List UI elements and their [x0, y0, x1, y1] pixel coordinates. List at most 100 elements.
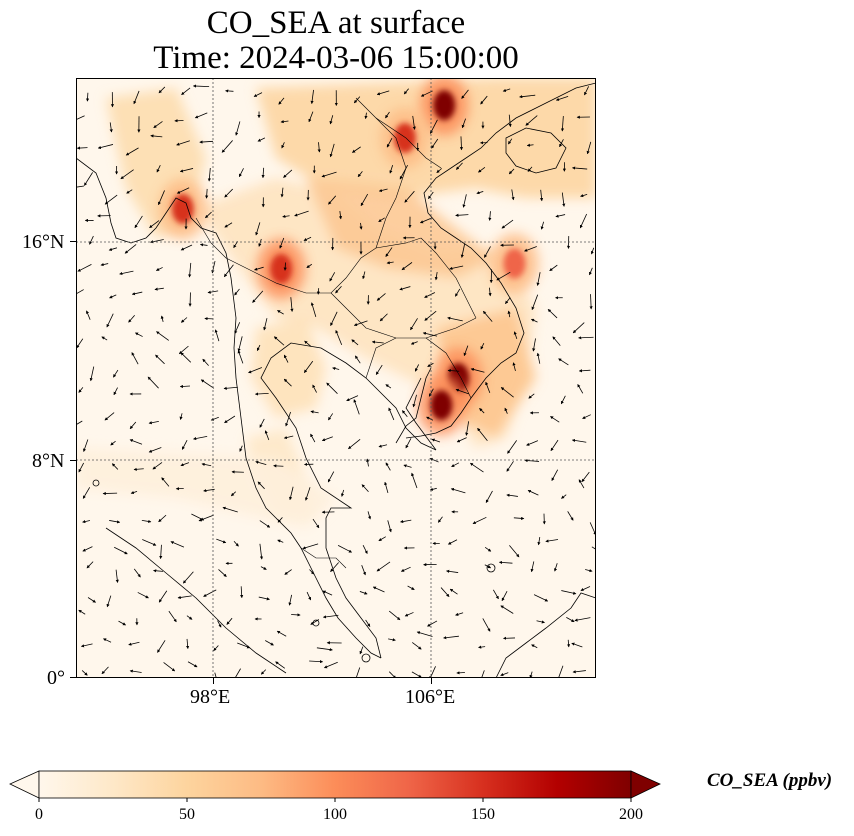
wind-arrow	[82, 546, 93, 552]
hotspot	[420, 78, 469, 136]
wind-arrow	[388, 407, 395, 421]
wind-arrow	[180, 244, 193, 251]
wind-arrow	[168, 610, 177, 623]
wind-arrow	[109, 122, 113, 133]
wind-arrow	[275, 661, 286, 669]
wind-arrow	[237, 642, 251, 649]
wind-arrow	[550, 439, 559, 452]
wind-arrow	[530, 318, 538, 323]
wind-arrow	[500, 672, 509, 677]
wind-arrow	[124, 244, 137, 254]
lat-label-8: 8°N	[32, 450, 65, 472]
wind-arrow	[400, 519, 412, 524]
wind-arrow	[463, 345, 469, 357]
wind-arrow	[588, 267, 593, 276]
map-frame	[76, 78, 596, 678]
wind-arrow	[362, 544, 368, 555]
wind-arrow	[405, 438, 412, 449]
wind-arrow	[198, 514, 214, 522]
wind-arrow	[186, 615, 193, 620]
wind-arrow	[476, 191, 484, 195]
wind-arrow	[589, 294, 593, 310]
wind-arrow	[437, 516, 443, 523]
wind-arrow	[283, 262, 287, 271]
wind-arrow	[237, 336, 243, 352]
wind-arrow	[308, 111, 314, 123]
wind-arrow	[81, 670, 88, 676]
wind-arrow	[403, 464, 412, 468]
wind-arrow	[478, 166, 486, 173]
wind-arrow	[303, 360, 314, 374]
wind-arrow	[153, 569, 164, 573]
wind-arrow	[237, 350, 244, 364]
wind-arrow	[233, 668, 241, 678]
wind-arrow	[78, 609, 86, 615]
wind-arrow	[310, 89, 314, 105]
wind-arrow	[180, 462, 190, 467]
wind-arrow	[82, 519, 91, 524]
wind-arrow	[532, 338, 536, 352]
wind-arrow	[202, 358, 209, 366]
colorbar-tick-label: 100	[323, 806, 347, 823]
wind-arrow	[329, 115, 334, 125]
wind-arrow	[507, 440, 517, 454]
wind-arrow	[87, 597, 96, 603]
wind-arrow	[312, 384, 317, 393]
lon-tick-98	[213, 678, 214, 684]
wind-arrow	[248, 367, 262, 374]
wind-arrow	[399, 286, 411, 291]
wind-arrow	[429, 487, 437, 491]
wind-arrow	[549, 264, 558, 272]
wind-arrow	[480, 95, 488, 105]
wind-arrow	[416, 631, 433, 637]
wind-arrow	[283, 169, 293, 178]
wind-arrow	[259, 543, 264, 560]
wind-arrow	[498, 560, 513, 565]
wind-arrow	[389, 165, 394, 174]
wind-arrow	[567, 511, 574, 521]
wind-arrow	[367, 511, 372, 520]
wind-arrow	[113, 369, 119, 378]
wind-arrow	[128, 314, 135, 323]
wind-arrow	[114, 546, 128, 555]
wind-arrow	[158, 590, 168, 603]
wind-arrow	[485, 381, 491, 394]
wind-arrow	[78, 462, 85, 473]
wind-arrow	[505, 297, 511, 304]
wind-arrow	[277, 310, 284, 315]
wind-arrow	[378, 217, 385, 223]
wind-arrow	[451, 462, 460, 468]
wind-arrow	[155, 267, 163, 271]
wind-arrow	[479, 407, 485, 414]
wind-arrow	[496, 271, 511, 281]
wind-arrow	[154, 287, 164, 291]
wind-arrow	[193, 435, 208, 441]
wind-arrow	[330, 311, 338, 327]
wind-arrow	[483, 310, 493, 322]
wind-arrow	[223, 264, 234, 278]
wind-arrow	[547, 309, 558, 319]
wind-arrow	[180, 352, 192, 363]
wind-arrow	[177, 595, 192, 600]
wind-arrow	[158, 190, 165, 206]
hotspot	[417, 375, 466, 436]
wind-arrow	[590, 247, 595, 255]
wind-arrow	[359, 646, 364, 655]
wind-arrow	[128, 641, 140, 646]
wind-arrow	[104, 194, 118, 205]
wind-arrow	[465, 421, 470, 436]
wind-arrow	[239, 445, 243, 452]
wind-arrow	[558, 358, 569, 366]
wind-arrow	[89, 366, 95, 382]
wind-arrow	[526, 143, 534, 147]
wind-arrow	[446, 569, 459, 573]
wind-arrow	[335, 286, 342, 294]
wind-arrow	[429, 666, 436, 678]
wind-arrow	[524, 459, 540, 463]
wind-arrow	[80, 643, 93, 648]
wind-arrow	[82, 487, 91, 499]
colorbar-title: CO_SEA (ppbv)	[707, 770, 833, 791]
wind-arrow	[282, 214, 290, 218]
wind-arrow	[179, 168, 194, 173]
colorbar-extend-low	[9, 770, 40, 799]
